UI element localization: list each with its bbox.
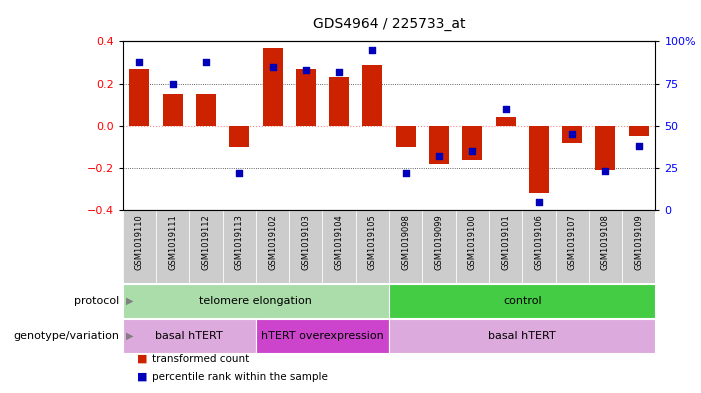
Text: GSM1019111: GSM1019111: [168, 214, 177, 270]
Text: GSM1019113: GSM1019113: [235, 214, 244, 270]
Text: GSM1019110: GSM1019110: [135, 214, 144, 270]
Text: GSM1019100: GSM1019100: [468, 214, 477, 270]
Bar: [529, 126, 549, 193]
Bar: [123, 284, 389, 318]
Bar: [522, 210, 556, 283]
Bar: [629, 126, 649, 136]
Point: [566, 131, 578, 137]
Point: [300, 67, 311, 73]
Text: GSM1019108: GSM1019108: [601, 214, 610, 270]
Bar: [262, 48, 283, 126]
Bar: [123, 319, 256, 353]
Text: GSM1019099: GSM1019099: [435, 214, 444, 270]
Text: ■: ■: [137, 372, 147, 382]
Bar: [156, 210, 189, 283]
Text: GDS4964 / 225733_at: GDS4964 / 225733_at: [313, 17, 465, 31]
Point: [533, 198, 545, 205]
Bar: [423, 210, 456, 283]
Point: [334, 68, 345, 75]
Bar: [389, 284, 655, 318]
Bar: [389, 210, 423, 283]
Text: transformed count: transformed count: [152, 354, 250, 364]
Bar: [329, 77, 349, 126]
Point: [400, 170, 411, 176]
Text: genotype/variation: genotype/variation: [13, 331, 119, 341]
Bar: [256, 210, 290, 283]
Bar: [322, 210, 356, 283]
Bar: [123, 210, 156, 283]
Point: [633, 143, 644, 149]
Text: basal hTERT: basal hTERT: [489, 331, 556, 341]
Bar: [189, 210, 223, 283]
Bar: [229, 126, 250, 147]
Text: percentile rank within the sample: percentile rank within the sample: [152, 372, 328, 382]
Bar: [296, 69, 315, 126]
Text: GSM1019104: GSM1019104: [334, 214, 343, 270]
Bar: [456, 210, 489, 283]
Text: ■: ■: [137, 354, 147, 364]
Text: basal hTERT: basal hTERT: [156, 331, 223, 341]
Bar: [622, 210, 655, 283]
Bar: [562, 126, 582, 143]
Bar: [129, 69, 149, 126]
Text: GSM1019106: GSM1019106: [534, 214, 543, 270]
Bar: [429, 126, 449, 164]
Text: GSM1019109: GSM1019109: [634, 214, 644, 270]
Bar: [489, 210, 522, 283]
Bar: [196, 94, 216, 126]
Point: [433, 153, 444, 159]
Point: [167, 80, 178, 86]
Bar: [496, 117, 516, 126]
Point: [467, 148, 478, 154]
Bar: [163, 94, 182, 126]
Point: [233, 170, 245, 176]
Text: GSM1019112: GSM1019112: [201, 214, 210, 270]
Point: [367, 46, 378, 53]
Point: [134, 59, 145, 65]
Bar: [589, 210, 622, 283]
Text: GSM1019098: GSM1019098: [401, 214, 410, 270]
Bar: [290, 210, 322, 283]
Text: hTERT overexpression: hTERT overexpression: [261, 331, 384, 341]
Bar: [396, 126, 416, 147]
Bar: [389, 319, 655, 353]
Text: telomere elongation: telomere elongation: [199, 296, 313, 306]
Point: [200, 59, 212, 65]
Bar: [463, 126, 482, 160]
Bar: [362, 64, 383, 126]
Text: ▶: ▶: [126, 296, 134, 306]
Text: control: control: [503, 296, 542, 306]
Text: GSM1019102: GSM1019102: [268, 214, 277, 270]
Bar: [356, 210, 389, 283]
Text: GSM1019101: GSM1019101: [501, 214, 510, 270]
Text: ▶: ▶: [126, 331, 134, 341]
Text: protocol: protocol: [74, 296, 119, 306]
Bar: [556, 210, 589, 283]
Bar: [256, 319, 389, 353]
Point: [500, 106, 511, 112]
Bar: [596, 126, 615, 170]
Text: GSM1019107: GSM1019107: [568, 214, 577, 270]
Point: [267, 63, 278, 70]
Text: GSM1019103: GSM1019103: [301, 214, 311, 270]
Point: [600, 168, 611, 174]
Bar: [223, 210, 256, 283]
Text: GSM1019105: GSM1019105: [368, 214, 377, 270]
